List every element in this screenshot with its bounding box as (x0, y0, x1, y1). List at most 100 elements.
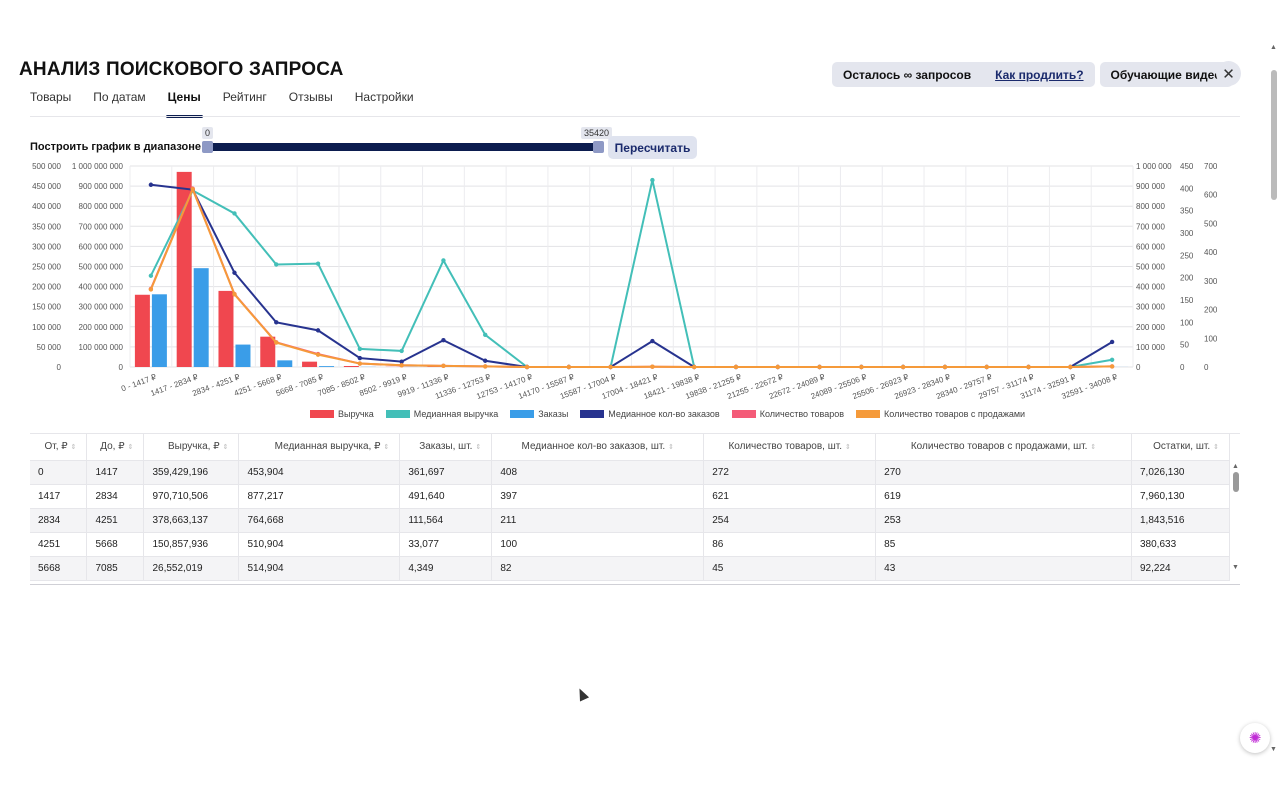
range-label: Построить график в диапазоне: (30, 141, 205, 153)
table-row[interactable]: 0 1417 359,429,196 453,904 361,697 408 272 270 7… (30, 460, 1231, 485)
axis-tick-label-revenue: 700 000 000 (79, 222, 124, 231)
table-cell: 491,640 (399, 484, 493, 509)
column-header[interactable]: От, ₽ ⇕ (30, 434, 88, 461)
legend-item[interactable]: Заказы (510, 409, 568, 419)
bar-revenue (218, 290, 234, 367)
bar-orders (193, 268, 209, 367)
sort-icon[interactable]: ⇕ (668, 444, 675, 452)
table-cell: 2834 (30, 508, 88, 533)
table-body: 0 1417 359,429,196 453,904 361,697 408 272 270 7… (30, 460, 1231, 581)
table-row[interactable]: 1417 2834 970,710,506 877,217 491,640 397 621 6… (30, 484, 1231, 509)
column-header[interactable]: Выручка, ₽ ⇕ (143, 434, 240, 461)
axis-tick-label-revenue: 900 000 000 (79, 182, 124, 191)
column-header[interactable]: Количество товаров с продажами, шт. ⇕ (875, 434, 1132, 461)
tab-bar: Товары По датам Цены Рейтинг Отзывы Наст… (30, 90, 436, 118)
bar-orders (151, 294, 167, 367)
legend-item[interactable]: Медианное кол-во заказов (580, 409, 720, 419)
table-cell: 877,217 (238, 484, 401, 509)
sort-icon[interactable]: ⇕ (475, 444, 482, 452)
axis-tick-label-median: 200 000 (32, 283, 61, 292)
series-point-3 (859, 364, 864, 370)
table-row[interactable]: 4251 5668 150,857,936 510,904 33,077 100 86 85 3… (30, 532, 1231, 557)
scroll-down-icon[interactable]: ▼ (1232, 564, 1239, 571)
axis-tick-label-revenue: 200 000 000 (79, 323, 124, 332)
sort-icon[interactable]: ⇕ (1213, 444, 1219, 452)
scroll-up-icon[interactable]: ▲ (1232, 463, 1239, 470)
sort-icon[interactable]: ⇕ (1090, 444, 1097, 452)
page-scroll-down-icon[interactable]: ▼ (1270, 746, 1277, 753)
axis-tick-label-medorders: 250 (1180, 251, 1194, 260)
range-min-value: 0 (202, 127, 214, 139)
header-actions: Осталось ∞ запросов Как продлить? Обучаю… (832, 62, 1233, 87)
sort-icon[interactable]: ⇕ (845, 444, 851, 452)
legend-item[interactable]: Выручка (310, 409, 374, 419)
axis-tick-label-orders: 100 000 (1136, 343, 1165, 352)
table-scrollbar[interactable]: ▲ ▼ (1231, 463, 1240, 581)
table-cell: 514,904 (238, 556, 401, 581)
legend-item[interactable]: Количество товаров (731, 409, 844, 419)
bar-orders (319, 366, 335, 367)
table-cell: 7,960,130 (1131, 484, 1231, 509)
tutorial-button[interactable]: Обучающие видео (1099, 62, 1233, 87)
series-point-1 (315, 328, 321, 333)
axis-tick-label-median: 100 000 (32, 323, 61, 332)
axis-tick-label-count: 0 (1204, 363, 1209, 372)
table-scroll-thumb[interactable] (1232, 472, 1239, 492)
axis-tick-label-median: 0 (57, 363, 62, 372)
axis-tick-label-count: 100 (1204, 334, 1218, 343)
column-header[interactable]: Заказы, шт. ⇕ (399, 434, 493, 461)
tab-rating[interactable]: Рейтинг (222, 90, 267, 104)
close-button[interactable]: ✕ (1216, 61, 1241, 86)
tab-settings[interactable]: Настройки (354, 90, 414, 104)
axis-tick-label-revenue: 600 000 000 (79, 242, 124, 251)
legend-item[interactable]: Медианная выручка (385, 409, 498, 419)
column-header[interactable]: Остатки, шт. ⇕ (1131, 434, 1231, 461)
axis-tick-label-count: 400 (1204, 248, 1218, 257)
axis-tick-label-revenue: 100 000 000 (79, 343, 124, 352)
bar-revenue (343, 365, 359, 367)
sort-icon[interactable]: ⇕ (70, 444, 77, 452)
brain-icon: ✺ (1248, 730, 1262, 747)
legend-label: Медианное кол-во заказов (608, 409, 720, 419)
ai-assistant-button[interactable]: ✺ (1240, 723, 1270, 753)
legend-item[interactable]: Количество товаров с продажами (856, 409, 1025, 419)
series-point-3 (232, 292, 237, 297)
recalculate-button[interactable]: Пересчитать (608, 136, 697, 159)
series-point-3 (315, 352, 321, 357)
page-scroll-thumb[interactable] (1271, 70, 1277, 200)
table-cell: 5668 (86, 532, 145, 557)
table-cell: 26,552,019 (143, 556, 240, 581)
tab-by-dates[interactable]: По датам (93, 90, 146, 104)
page-scrollbar[interactable] (1268, 40, 1280, 760)
column-header[interactable]: Медианное кол-во заказов, шт. ⇕ (491, 434, 705, 461)
range-handle-max[interactable] (593, 141, 604, 153)
table-cell: 4,349 (399, 556, 493, 581)
column-header[interactable]: До, ₽ ⇕ (86, 434, 145, 461)
axis-tick-label-orders: 200 000 (1136, 323, 1165, 332)
table-cell: 4251 (86, 508, 145, 533)
axis-tick-label-orders: 0 (1136, 363, 1141, 372)
series-point-3 (399, 363, 404, 368)
page-scroll-up-icon[interactable]: ▲ (1270, 44, 1277, 51)
range-slider-track[interactable] (204, 143, 602, 151)
sort-icon[interactable]: ⇕ (383, 444, 390, 452)
series-point-3 (691, 364, 697, 370)
series-point-0 (483, 332, 488, 338)
column-header[interactable]: Медианная выручка, ₽ ⇕ (238, 434, 401, 461)
tab-prices[interactable]: Цены (165, 90, 203, 118)
table-row[interactable]: 5668 7085 26,552,019 514,904 4,349 82 45 43 92,2… (30, 556, 1231, 581)
chart-legend: Выручка Медианная выручка Заказы Медианное … (310, 409, 1025, 419)
tab-reviews[interactable]: Отзывы (288, 90, 333, 104)
table-row[interactable]: 2834 4251 378,663,137 764,668 111,564 211 254 2… (30, 508, 1231, 533)
sort-icon[interactable]: ⇕ (127, 444, 134, 452)
sort-icon[interactable]: ⇕ (222, 444, 229, 452)
axis-tick-label-medorders: 0 (1180, 363, 1185, 372)
column-header[interactable]: Количество товаров, шт. ⇕ (703, 434, 877, 461)
tab-products[interactable]: Товары (30, 90, 72, 104)
column-header-label: Медианное кол-во заказов, шт. (521, 441, 666, 453)
extend-link[interactable]: Как продлить? (995, 67, 1084, 82)
series-point-3 (817, 364, 822, 370)
range-handle-min[interactable] (202, 141, 213, 153)
series-point-1 (483, 358, 488, 363)
